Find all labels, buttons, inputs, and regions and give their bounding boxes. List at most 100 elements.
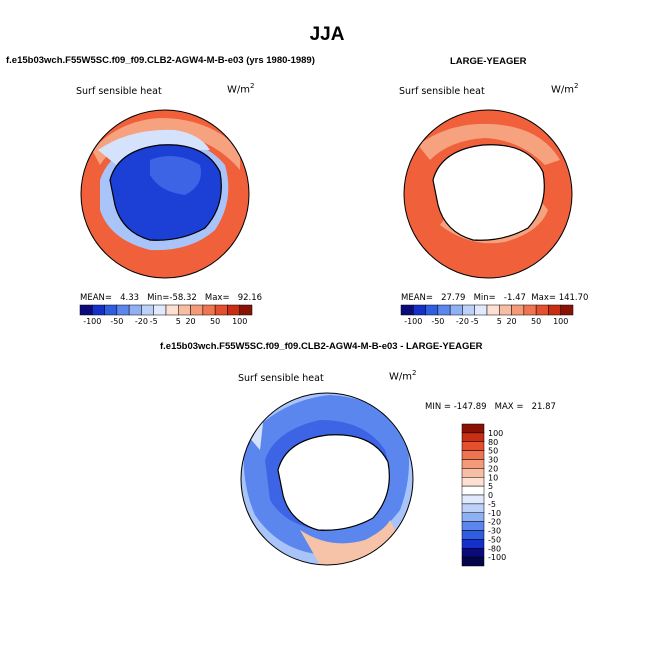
- diff-colorbar-tick: 5: [488, 482, 493, 491]
- right-colorbar-box: [474, 304, 488, 316]
- right-stats: MEAN= 27.79 Min= -1.47 Max= 141.70: [401, 293, 589, 303]
- diff-colorbar-box: [461, 556, 485, 567]
- diff-colorbar-tick: 30: [488, 456, 498, 465]
- left-field-label: Surf sensible heat: [76, 86, 162, 97]
- left-case-title: f.e15b03wch.F55W5SC.f09_f09.CLB2-AGW4-M-…: [6, 55, 315, 66]
- diff-units: W/m2: [389, 369, 417, 383]
- left-colorbar-box: [141, 304, 154, 316]
- diff-map: [241, 393, 413, 565]
- right-field-label: Surf sensible heat: [399, 86, 485, 97]
- right-colorbar-box: [449, 304, 463, 316]
- diff-case-title: f.e15b03wch.F55W5SC.f09_f09.CLB2-AGW4-M-…: [160, 341, 483, 352]
- left-colorbar-box: [92, 304, 105, 316]
- diff-colorbar-tick: -30: [488, 527, 501, 536]
- right-colorbar-tick: -100: [404, 317, 422, 326]
- right-map: [404, 110, 572, 278]
- main-title: JJA: [309, 24, 345, 45]
- diff-field-label: Surf sensible heat: [238, 373, 324, 384]
- diff-colorbar-box: [461, 494, 485, 505]
- left-colorbar-tick: 20: [185, 317, 195, 326]
- diff-colorbar-tick: 0: [488, 491, 493, 500]
- left-colorbar-box: [190, 304, 204, 316]
- left-colorbar-box: [214, 304, 228, 316]
- left-colorbar-box: [165, 304, 179, 316]
- right-colorbar-box: [523, 304, 537, 316]
- right-colorbar-box: [535, 304, 549, 316]
- right-colorbar-tick: -50: [431, 317, 444, 326]
- diff-colorbar-box: [461, 530, 485, 540]
- right-colorbar-tick: -20: [456, 317, 469, 326]
- diff-colorbar-tick: -80: [488, 544, 501, 553]
- left-colorbar-box: [79, 304, 93, 316]
- diff-colorbar-box: [461, 503, 485, 513]
- right-colorbar-box: [413, 304, 426, 316]
- left-colorbar-tick: 100: [232, 317, 247, 326]
- right-colorbar-tick: 20: [506, 317, 516, 326]
- diff-colorbar-tick: 10: [488, 473, 498, 482]
- diff-map-antarctica: [277, 434, 390, 531]
- left-colorbar-box: [202, 304, 216, 316]
- right-map-antarctica: [432, 144, 545, 241]
- right-colorbar-box: [486, 304, 500, 316]
- left-map-border: [80, 109, 250, 279]
- left-colorbar-box: [128, 304, 142, 316]
- diff-colorbar-box: [461, 539, 485, 549]
- left-colorbar-box: [227, 304, 240, 316]
- right-colorbar-box: [462, 304, 475, 316]
- diff-colorbar-box: [461, 548, 485, 558]
- diff-stats: MIN = -147.89 MAX = 21.87: [425, 402, 556, 412]
- left-colorbar-tick: 50: [210, 317, 220, 326]
- right-colorbar: -100 -50 -20 -5 5 20 50 100: [400, 304, 574, 326]
- left-colorbar-tick: -20: [135, 317, 148, 326]
- left-colorbar-box: [178, 304, 191, 316]
- left-colorbar-box: [153, 304, 167, 316]
- left-colorbar-tick: -100: [83, 317, 101, 326]
- left-units: W/m2: [227, 82, 255, 96]
- diff-colorbar-box: [461, 468, 485, 478]
- right-colorbar-box: [511, 304, 525, 316]
- right-colorbar-tick: 50: [531, 317, 541, 326]
- right-colorbar-box: [400, 304, 414, 316]
- diff-colorbar-tick: 20: [488, 464, 498, 473]
- diff-colorbar-box: [461, 485, 485, 496]
- diff-colorbar-tick: -100: [488, 553, 506, 562]
- left-colorbar-tick: 5: [176, 317, 181, 326]
- diff-colorbar-box: [461, 512, 485, 522]
- left-colorbar-box: [104, 304, 118, 316]
- right-colorbar-box: [560, 304, 574, 316]
- right-colorbar-tick: -5: [471, 317, 479, 326]
- diff-colorbar-box: [461, 459, 485, 469]
- diff-colorbar-tick: -50: [488, 535, 501, 544]
- right-colorbar-tick: 100: [553, 317, 568, 326]
- right-colorbar-box: [548, 304, 561, 316]
- diff-colorbar-box: [461, 477, 485, 487]
- diff-map-border: [240, 392, 414, 566]
- left-colorbar-box: [239, 304, 253, 316]
- diff-colorbar-box: [461, 441, 485, 451]
- diff-colorbar-tick: 100: [488, 429, 503, 438]
- diff-colorbar-tick: -10: [488, 509, 501, 518]
- diff-colorbar-tick: -20: [488, 518, 501, 527]
- left-stats: MEAN= 4.33 Min=-58.32 Max= 92.16: [80, 293, 263, 303]
- left-colorbar-tick: -5: [150, 317, 158, 326]
- diff-colorbar-box: [461, 450, 485, 460]
- left-colorbar: -100 -50 -20 -5 5 20 50 100: [79, 304, 253, 326]
- diff-colorbar-box: [461, 432, 485, 442]
- left-colorbar-box: [116, 304, 130, 316]
- diff-colorbar-tick: -5: [488, 500, 496, 509]
- diff-colorbar-tick: 80: [488, 438, 498, 447]
- right-colorbar-box: [499, 304, 512, 316]
- left-map: [81, 110, 249, 278]
- diff-colorbar-box: [461, 423, 485, 434]
- right-colorbar-box: [425, 304, 439, 316]
- diff-colorbar-tick: 50: [488, 447, 498, 456]
- diff-colorbar-box: [461, 521, 485, 531]
- right-units: W/m2: [551, 82, 579, 96]
- left-colorbar-tick: -50: [110, 317, 123, 326]
- right-case-title: LARGE-YEAGER: [450, 56, 527, 67]
- right-colorbar-tick: 5: [497, 317, 502, 326]
- right-map-border: [403, 109, 573, 279]
- right-colorbar-box: [437, 304, 451, 316]
